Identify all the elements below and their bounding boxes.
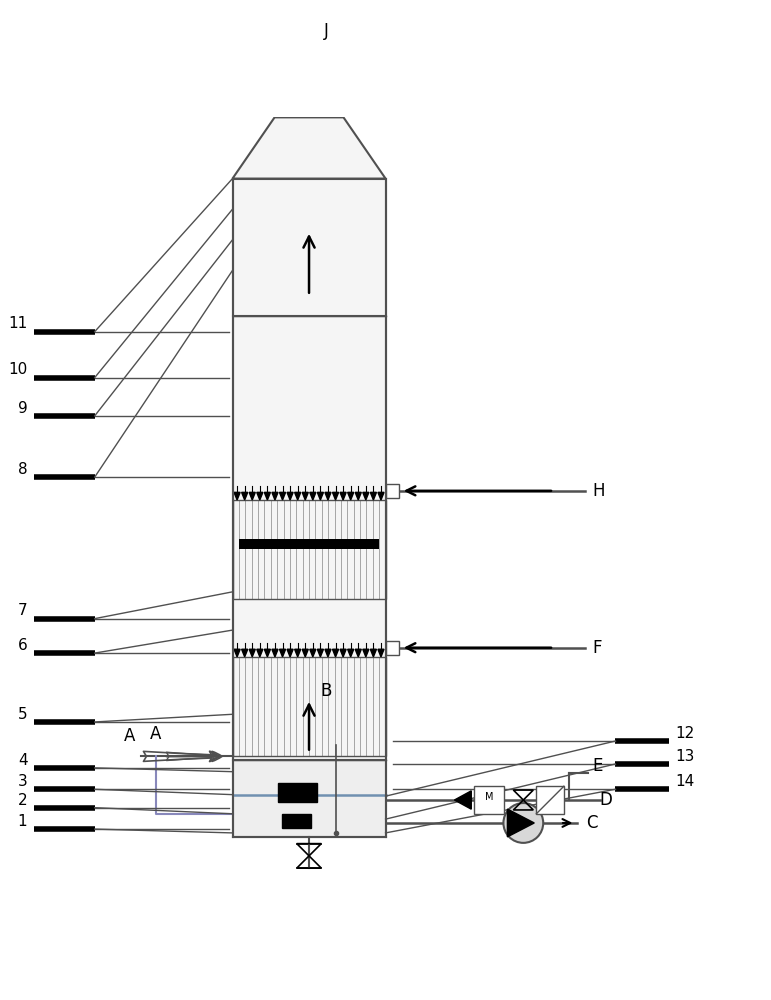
Polygon shape <box>332 649 338 657</box>
Text: 1: 1 <box>18 814 28 829</box>
Polygon shape <box>234 492 240 500</box>
Polygon shape <box>272 649 278 657</box>
Text: B: B <box>321 682 332 700</box>
Bar <box>233 179 386 316</box>
Bar <box>233 760 386 837</box>
Polygon shape <box>340 649 346 657</box>
Polygon shape <box>234 649 240 657</box>
Polygon shape <box>363 649 369 657</box>
Polygon shape <box>318 492 324 500</box>
Text: A: A <box>150 725 162 743</box>
Polygon shape <box>355 492 362 500</box>
Polygon shape <box>310 492 316 500</box>
Polygon shape <box>348 492 354 500</box>
Text: M: M <box>485 792 493 802</box>
Bar <box>473 786 504 814</box>
Polygon shape <box>279 492 285 500</box>
Text: 4: 4 <box>18 753 28 768</box>
Polygon shape <box>249 492 255 500</box>
Polygon shape <box>325 649 331 657</box>
Polygon shape <box>325 492 331 500</box>
Bar <box>238 539 379 549</box>
Polygon shape <box>340 492 346 500</box>
Polygon shape <box>378 492 384 500</box>
Text: 7: 7 <box>18 603 28 618</box>
Polygon shape <box>318 649 324 657</box>
Polygon shape <box>257 649 263 657</box>
Polygon shape <box>295 649 301 657</box>
Polygon shape <box>241 649 247 657</box>
Circle shape <box>503 803 544 843</box>
Text: 2: 2 <box>18 793 28 808</box>
Text: J: J <box>325 22 329 40</box>
Polygon shape <box>279 649 285 657</box>
Bar <box>233 500 386 599</box>
Polygon shape <box>310 649 316 657</box>
Text: 8: 8 <box>18 462 28 477</box>
Polygon shape <box>454 791 471 809</box>
Text: C: C <box>586 814 598 832</box>
Text: 11: 11 <box>8 316 28 331</box>
Text: 5: 5 <box>18 707 28 722</box>
Bar <box>537 786 564 814</box>
Text: D: D <box>600 791 613 809</box>
Bar <box>274 68 343 117</box>
Text: E: E <box>592 757 603 775</box>
Bar <box>282 814 311 828</box>
Text: H: H <box>592 482 604 500</box>
Polygon shape <box>332 492 338 500</box>
Text: 14: 14 <box>675 774 694 789</box>
Polygon shape <box>370 649 376 657</box>
Polygon shape <box>257 492 263 500</box>
Bar <box>278 783 317 802</box>
Text: F: F <box>592 639 601 657</box>
Text: 10: 10 <box>8 362 28 377</box>
Polygon shape <box>287 649 293 657</box>
Polygon shape <box>295 492 301 500</box>
Polygon shape <box>363 492 369 500</box>
Polygon shape <box>249 649 255 657</box>
Polygon shape <box>302 492 308 500</box>
Polygon shape <box>233 117 386 179</box>
Text: 6: 6 <box>18 638 28 653</box>
Polygon shape <box>272 492 278 500</box>
Text: 3: 3 <box>18 774 28 789</box>
Polygon shape <box>264 649 271 657</box>
Polygon shape <box>287 492 293 500</box>
Text: 13: 13 <box>675 749 694 764</box>
Text: A: A <box>123 727 135 745</box>
Bar <box>233 657 386 756</box>
Bar <box>386 641 399 655</box>
Polygon shape <box>302 649 308 657</box>
Polygon shape <box>264 492 271 500</box>
Polygon shape <box>370 492 376 500</box>
Polygon shape <box>241 492 247 500</box>
Bar <box>386 484 399 498</box>
Polygon shape <box>507 809 534 837</box>
Text: 12: 12 <box>675 726 694 741</box>
Bar <box>233 316 386 760</box>
Polygon shape <box>378 649 384 657</box>
Text: 9: 9 <box>18 401 28 416</box>
Polygon shape <box>355 649 362 657</box>
Polygon shape <box>348 649 354 657</box>
